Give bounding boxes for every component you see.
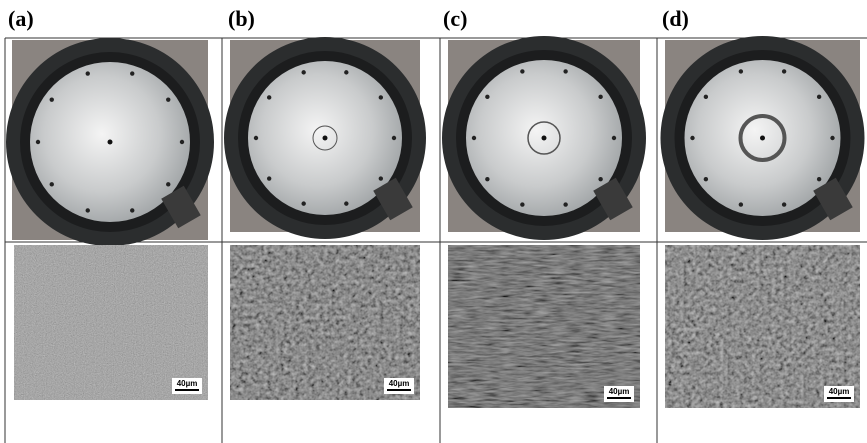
center bbox=[760, 136, 765, 141]
bolt bbox=[36, 140, 40, 144]
figure: (a) 40µm (b) 40µm (c) 40µm (d) 40µm bbox=[0, 0, 867, 443]
bolt bbox=[690, 136, 694, 140]
bolt bbox=[830, 136, 834, 140]
bolt bbox=[344, 70, 348, 74]
bolt bbox=[166, 97, 170, 101]
bolt bbox=[180, 140, 184, 144]
panel-label: (b) bbox=[228, 6, 255, 31]
bolt bbox=[472, 136, 476, 140]
bolt bbox=[301, 70, 305, 74]
bolt bbox=[782, 69, 786, 73]
bolt bbox=[50, 97, 54, 101]
panel-label: (c) bbox=[443, 6, 467, 31]
panel-label: (d) bbox=[662, 6, 689, 31]
panel-label: (a) bbox=[8, 6, 34, 31]
bolt bbox=[485, 95, 489, 99]
bolt bbox=[254, 136, 258, 140]
bolt bbox=[392, 136, 396, 140]
bolt bbox=[598, 95, 602, 99]
bolt bbox=[520, 202, 524, 206]
bolt bbox=[86, 71, 90, 75]
panel: (d) 40µm bbox=[661, 6, 865, 408]
bolt bbox=[379, 95, 383, 99]
scale-bar-label: 40µm bbox=[609, 387, 630, 396]
center bbox=[108, 140, 113, 145]
center bbox=[323, 136, 328, 141]
center bbox=[542, 136, 547, 141]
bolt bbox=[739, 69, 743, 73]
micrograph-texture bbox=[665, 245, 860, 408]
bolt bbox=[344, 201, 348, 205]
bolt bbox=[739, 202, 743, 206]
micrograph-texture bbox=[230, 245, 420, 400]
bolt bbox=[817, 177, 821, 181]
scale-bar-label: 40µm bbox=[177, 379, 198, 388]
bolt bbox=[485, 177, 489, 181]
figure-svg: (a) 40µm (b) 40µm (c) 40µm (d) 40µm bbox=[0, 0, 867, 443]
panel: (c) 40µm bbox=[442, 6, 646, 408]
bolt bbox=[563, 69, 567, 73]
bolt bbox=[267, 95, 271, 99]
bolt bbox=[130, 71, 134, 75]
bolt bbox=[704, 177, 708, 181]
bolt bbox=[301, 201, 305, 205]
bolt bbox=[520, 69, 524, 73]
bolt bbox=[379, 176, 383, 180]
bolt bbox=[817, 95, 821, 99]
panel: (a) 40µm bbox=[6, 6, 214, 400]
bolt bbox=[86, 208, 90, 212]
panel: (b) 40µm bbox=[224, 6, 426, 400]
micrograph-texture bbox=[448, 245, 640, 408]
scale-bar-label: 40µm bbox=[829, 387, 850, 396]
micrograph-texture bbox=[14, 245, 208, 400]
bolt bbox=[704, 95, 708, 99]
scale-bar-label: 40µm bbox=[389, 379, 410, 388]
bolt bbox=[267, 176, 271, 180]
bolt bbox=[598, 177, 602, 181]
bolt bbox=[782, 202, 786, 206]
bolt bbox=[612, 136, 616, 140]
bolt bbox=[50, 182, 54, 186]
bolt bbox=[166, 182, 170, 186]
bolt bbox=[130, 208, 134, 212]
bolt bbox=[563, 202, 567, 206]
